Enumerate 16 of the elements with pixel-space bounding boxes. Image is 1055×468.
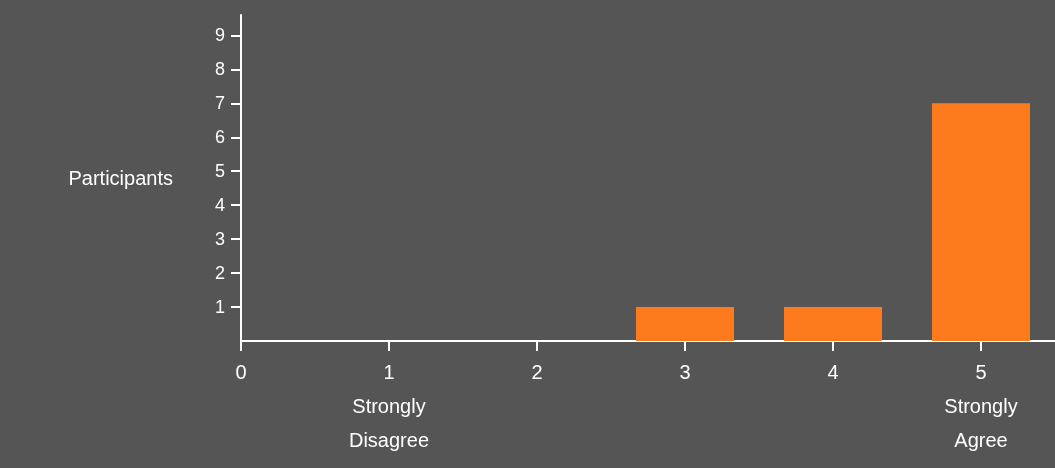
y-tick-label: 1 (214, 297, 225, 318)
x-tick-label: 4 (827, 361, 839, 383)
y-tick-label: 9 (214, 25, 225, 46)
x-tick-label: 2 (531, 361, 543, 383)
y-tick-label: 3 (214, 229, 225, 250)
x-tick-label: 0 (235, 361, 247, 383)
x-tick-label: 5 Strongly Agree (944, 361, 1018, 451)
y-tick-label: 8 (214, 59, 225, 80)
y-tick-label: 4 (214, 195, 225, 216)
y-axis-title: Participants (68, 167, 173, 189)
x-tick-label: 3 (679, 361, 691, 383)
y-tick-label: 5 (214, 161, 225, 182)
y-tick-label: 2 (214, 263, 225, 284)
x-tick-label: 1 Strongly Disagree (348, 361, 430, 451)
y-tick-label: 6 (214, 127, 225, 148)
y-tick-label: 7 (214, 93, 225, 114)
